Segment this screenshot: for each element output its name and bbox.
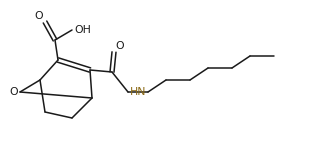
Text: O: O	[34, 11, 43, 21]
Text: O: O	[9, 87, 18, 97]
Text: O: O	[115, 41, 124, 51]
Text: OH: OH	[74, 25, 91, 35]
Text: HN: HN	[130, 87, 146, 97]
